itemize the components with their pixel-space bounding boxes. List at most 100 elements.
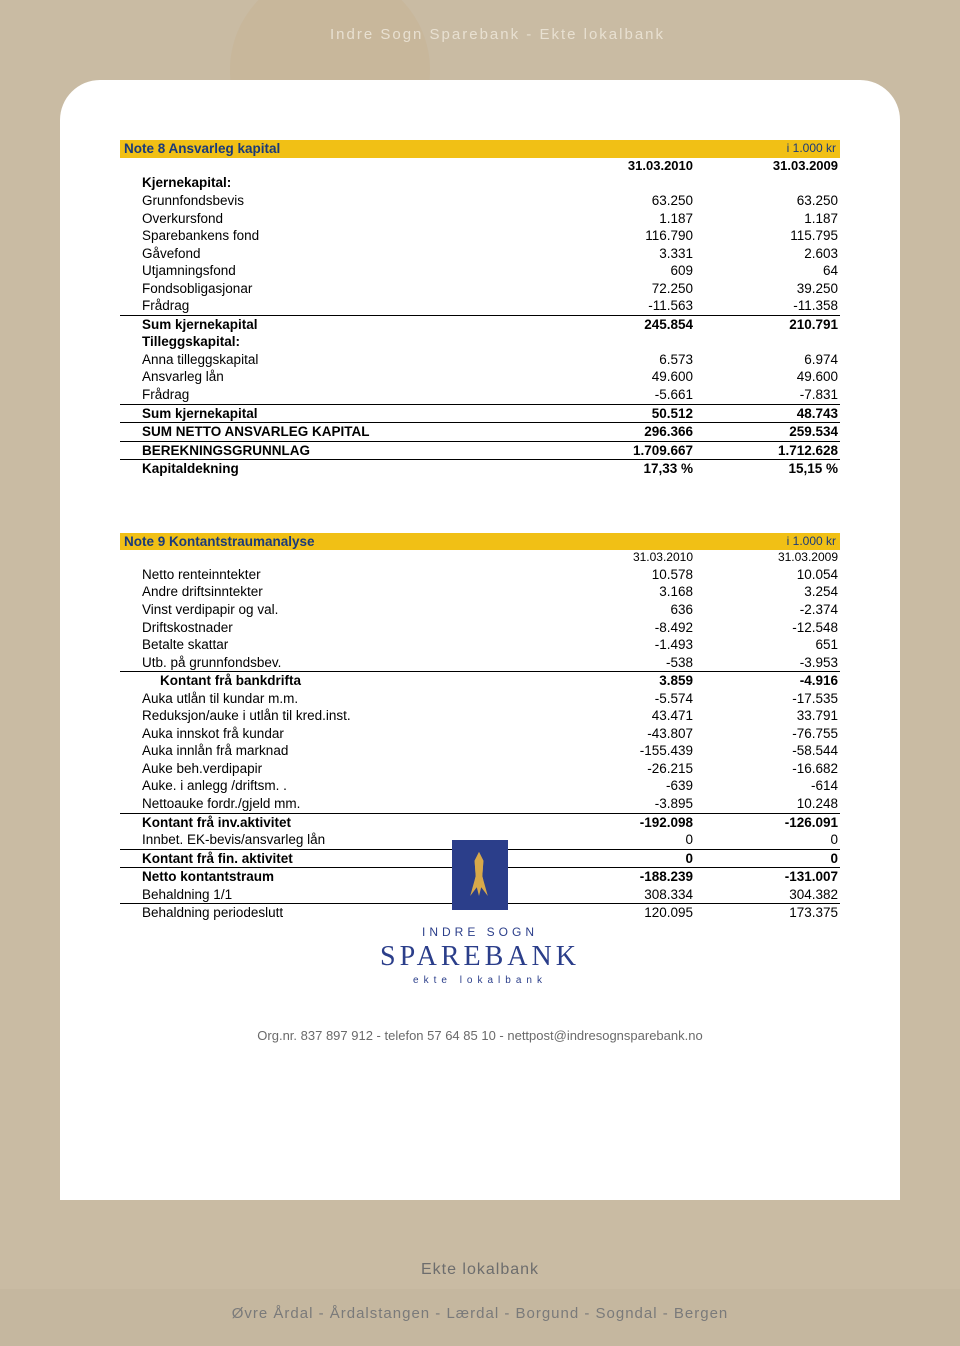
- row-v2: -12.548: [695, 619, 840, 637]
- row-label: BEREKNINGSGRUNNLAG: [120, 441, 550, 460]
- row-label: Auka innskot frå kundar: [120, 725, 550, 743]
- row-v1: 3.168: [550, 583, 695, 601]
- row-v1: 49.600: [550, 368, 695, 386]
- row-v2: -4.916: [695, 672, 840, 690]
- row-label: Sum kjernekapital: [120, 315, 550, 333]
- row-v2: -17.535: [695, 690, 840, 708]
- row-v1: -639: [550, 777, 695, 795]
- row-v2: -16.682: [695, 760, 840, 778]
- row-v1: -3.895: [550, 795, 695, 813]
- row-label: Tilleggskapital:: [120, 333, 550, 351]
- row-v2: -76.755: [695, 725, 840, 743]
- row-v1: -26.215: [550, 760, 695, 778]
- row-label: Vinst verdipapir og val.: [120, 601, 550, 619]
- row-v2: -7.831: [695, 386, 840, 404]
- row-v1: 3.859: [550, 672, 695, 690]
- row-label: Utjamningsfond: [120, 262, 550, 280]
- row-v1: -11.563: [550, 297, 695, 315]
- row-label: Auka innlån frå marknad: [120, 742, 550, 760]
- row-label: Auka utlån til kundar m.m.: [120, 690, 550, 708]
- logo-badge: [452, 840, 508, 910]
- row-label: Betalte skattar: [120, 636, 550, 654]
- row-v1: 17,33 %: [550, 460, 695, 478]
- page-header: Indre Sogn Sparebank - Ekte lokalbank: [0, 0, 960, 80]
- row-label: Kjernekapital:: [120, 174, 550, 192]
- row-label: Auke. i anlegg /driftsm. .: [120, 777, 550, 795]
- row-v1: 3.331: [550, 245, 695, 263]
- row-v2: -11.358: [695, 297, 840, 315]
- row-label: Utb. på grunnfondsbev.: [120, 654, 550, 672]
- footer-locations: Øvre Årdal - Årdalstangen - Lærdal - Bor…: [0, 1289, 960, 1346]
- row-v1: 72.250: [550, 280, 695, 298]
- note8-title: Note 8 Ansvarleg kapital: [120, 140, 550, 158]
- header-title: Indre Sogn Sparebank - Ekte lokalbank: [330, 26, 665, 43]
- row-v2: 651: [695, 636, 840, 654]
- note9-col2: 31.03.2009: [695, 550, 840, 566]
- row-v2: 1.712.628: [695, 441, 840, 460]
- row-label: Andre driftsinntekter: [120, 583, 550, 601]
- logo-line2: ekte lokalbank: [60, 975, 900, 986]
- row-v1: 1.187: [550, 210, 695, 228]
- logo-line1: INDRE SOGN: [60, 925, 900, 939]
- note8-unit: i 1.000 kr: [695, 140, 840, 158]
- row-v1: 6.573: [550, 351, 695, 369]
- row-v2: 39.250: [695, 280, 840, 298]
- row-v2: 10.054: [695, 566, 840, 584]
- row-v2: [695, 174, 840, 192]
- note8-table: Note 8 Ansvarleg kapital i 1.000 kr 31.0…: [120, 140, 840, 478]
- row-label: Frådrag: [120, 297, 550, 315]
- row-label: Kapitaldekning: [120, 460, 550, 478]
- row-label: Sparebankens fond: [120, 227, 550, 245]
- row-label: Anna tilleggskapital: [120, 351, 550, 369]
- row-v1: 609: [550, 262, 695, 280]
- row-label: Reduksjon/auke i utlån til kred.inst.: [120, 707, 550, 725]
- row-label: SUM NETTO ANSVARLEG KAPITAL: [120, 423, 550, 442]
- row-v2: -3.953: [695, 654, 840, 672]
- row-v1: -538: [550, 654, 695, 672]
- row-label: Fondsobligasjonar: [120, 280, 550, 298]
- document-paper: Note 8 Ansvarleg kapital i 1.000 kr 31.0…: [60, 80, 900, 1200]
- row-v2: 48.743: [695, 404, 840, 423]
- row-v2: 1.187: [695, 210, 840, 228]
- row-v1: -5.574: [550, 690, 695, 708]
- row-v1: 10.578: [550, 566, 695, 584]
- row-label: Kontant frå bankdrifta: [120, 672, 550, 690]
- logo-main: SPAREBANK: [60, 941, 900, 973]
- note9-col1: 31.03.2010: [550, 550, 695, 566]
- row-v2: -2.374: [695, 601, 840, 619]
- row-v1: 43.471: [550, 707, 695, 725]
- row-label: Grunnfondsbevis: [120, 192, 550, 210]
- logo-block: INDRE SOGN SPAREBANK ekte lokalbank Org.…: [60, 840, 900, 1043]
- row-v1: 50.512: [550, 404, 695, 423]
- note9-unit: i 1.000 kr: [695, 533, 840, 551]
- row-v2: -58.544: [695, 742, 840, 760]
- row-v1: -192.098: [550, 813, 695, 831]
- row-v1: -155.439: [550, 742, 695, 760]
- row-v2: -126.091: [695, 813, 840, 831]
- row-v1: -8.492: [550, 619, 695, 637]
- row-v1: 296.366: [550, 423, 695, 442]
- note9-title: Note 9 Kontantstraumanalyse: [120, 533, 550, 551]
- row-v2: 6.974: [695, 351, 840, 369]
- row-v1: -1.493: [550, 636, 695, 654]
- note8-col2: 31.03.2009: [695, 158, 840, 175]
- row-v1: [550, 174, 695, 192]
- row-label: Auke beh.verdipapir: [120, 760, 550, 778]
- org-line: Org.nr. 837 897 912 - telefon 57 64 85 1…: [60, 1028, 900, 1043]
- row-v2: 210.791: [695, 315, 840, 333]
- page-footer: Ekte lokalbank Øvre Årdal - Årdalstangen…: [0, 1229, 960, 1346]
- row-v1: 636: [550, 601, 695, 619]
- row-label: Netto renteinntekter: [120, 566, 550, 584]
- row-v1: 245.854: [550, 315, 695, 333]
- row-label: Sum kjernekapital: [120, 404, 550, 423]
- row-label: Ansvarleg lån: [120, 368, 550, 386]
- row-v1: 63.250: [550, 192, 695, 210]
- row-v2: 259.534: [695, 423, 840, 442]
- row-label: Driftskostnader: [120, 619, 550, 637]
- row-v2: 3.254: [695, 583, 840, 601]
- row-label: Gåvefond: [120, 245, 550, 263]
- row-v2: [695, 333, 840, 351]
- row-v2: 10.248: [695, 795, 840, 813]
- row-v2: 49.600: [695, 368, 840, 386]
- footer-tag: Ekte lokalbank: [0, 1229, 960, 1289]
